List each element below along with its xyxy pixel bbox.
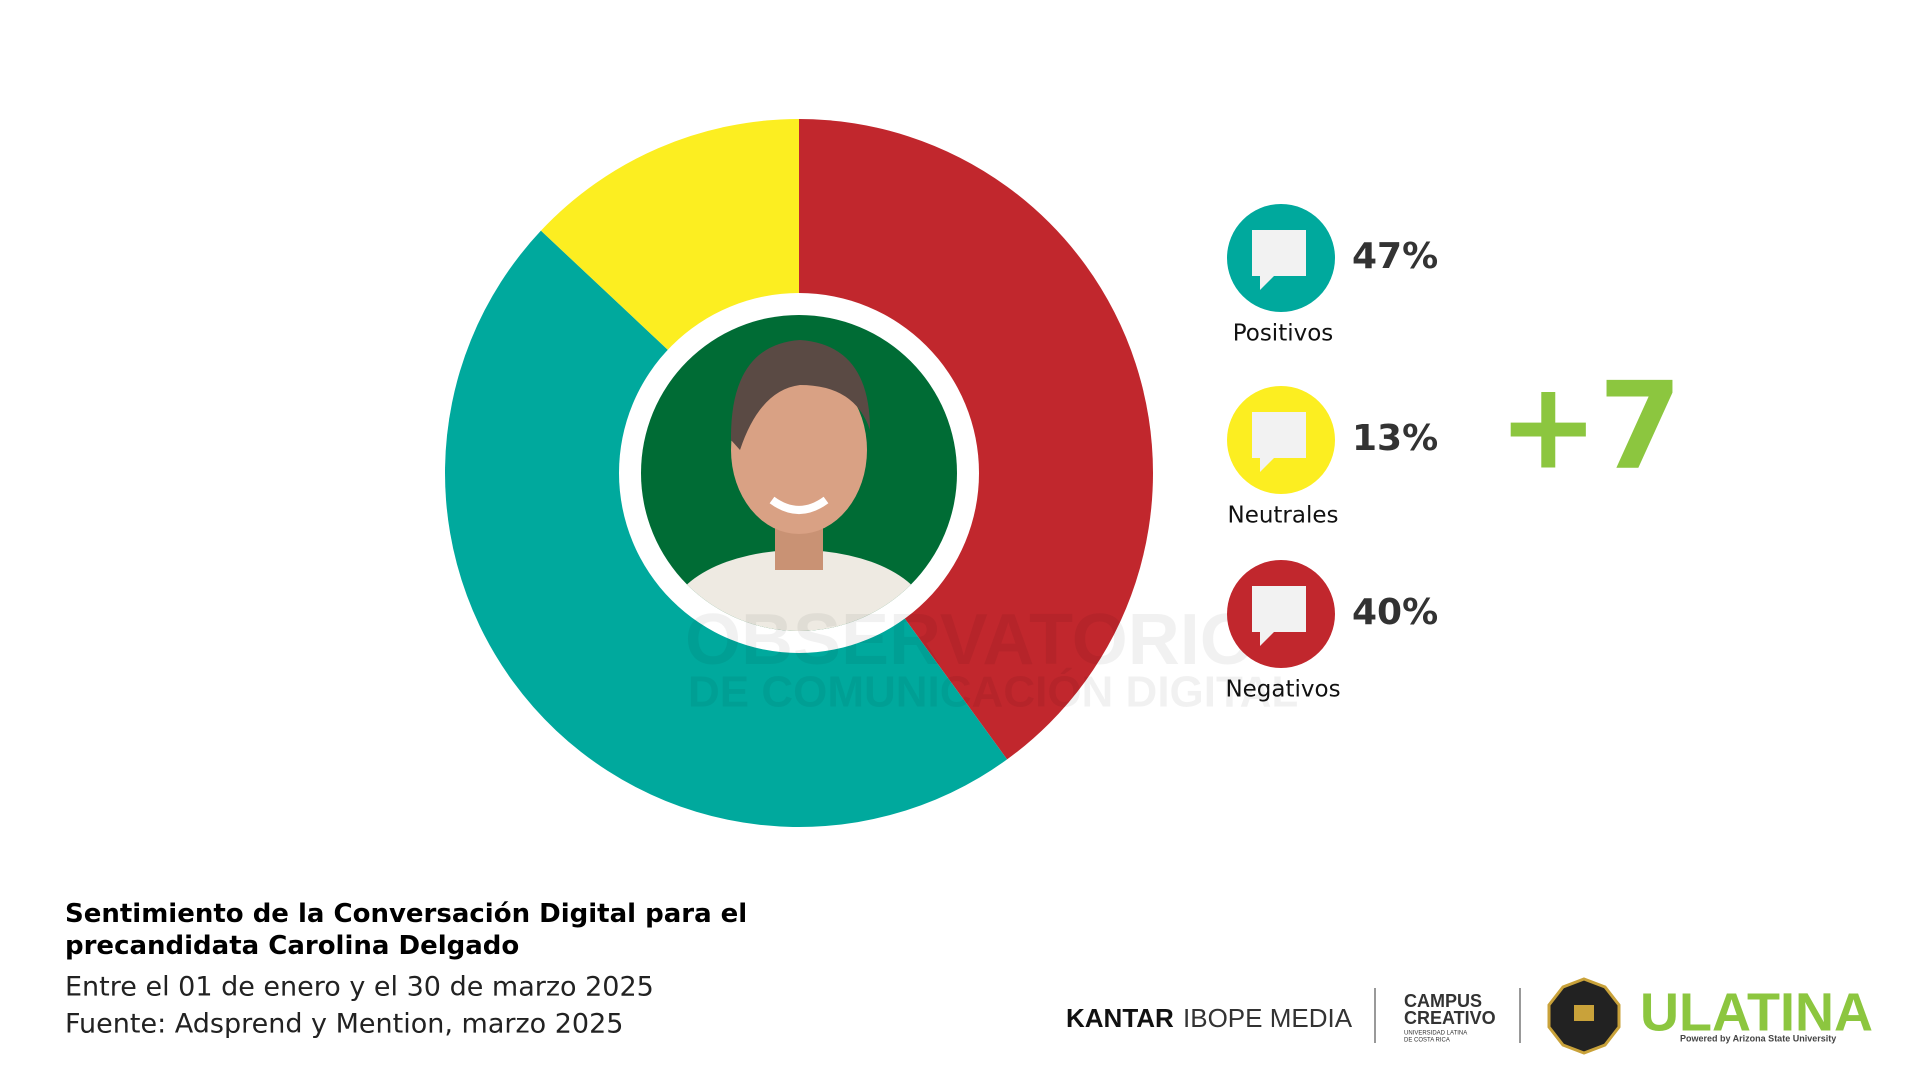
legend-label: Neutrales [1227, 503, 1338, 529]
legend-icon-bubble [1252, 412, 1306, 458]
legend-value: 13% [1352, 418, 1438, 459]
title: precandidata Carolina Delgado [65, 931, 519, 961]
badge [1574, 1005, 1594, 1021]
legend-icon-bubble [1260, 458, 1274, 472]
logo-text: CREATIVO [1404, 1008, 1496, 1028]
logo-text: KANTAR [1066, 1003, 1174, 1033]
donut-slice [799, 119, 1154, 760]
legend-icon-bubble [1260, 276, 1274, 290]
legend-label: Negativos [1225, 677, 1340, 703]
title: Sentimiento de la Conversación Digital p… [65, 899, 747, 929]
logos: KANTAR IBOPE MEDIA CAMPUS CREATIVO UNIVE… [1066, 977, 1873, 1055]
legend-label: Positivos [1233, 321, 1334, 347]
logo-text: IBOPE MEDIA [1183, 1003, 1353, 1033]
logo-text: CAMPUS [1404, 991, 1482, 1011]
legend-value: 47% [1352, 236, 1438, 277]
watermark-text: OBSERVATORIO [685, 600, 1256, 680]
legend-icon-bubble [1252, 230, 1306, 276]
logo-text: UNIVERSIDAD LATINA [1404, 1031, 1467, 1037]
portrait [641, 315, 957, 631]
logo-text: Powered by Arizona State University [1680, 1033, 1836, 1043]
legend: 47% Positivos 13% Neutrales 40% Negativos [1225, 204, 1438, 703]
chart-title: Sentimiento de la Conversación Digital p… [65, 899, 747, 961]
net-annotation: +7 [1498, 358, 1682, 497]
legend-icon-bubble [1260, 632, 1274, 646]
subtitle: Entre el 01 de enero y el 30 de marzo 20… [65, 972, 654, 1003]
subtitle: Fuente: Adsprend y Mention, marzo 2025 [65, 1009, 623, 1040]
logo-text: ULATINA [1640, 982, 1873, 1042]
legend-icon-bubble [1252, 586, 1306, 632]
legend-value: 40% [1352, 592, 1438, 633]
watermark-text: DE COMUNICACIÓN DIGITAL [688, 667, 1298, 717]
logo-text: DE COSTA RICA [1404, 1038, 1450, 1044]
watermark: OBSERVATORIO DE COMUNICACIÓN DIGITAL [685, 600, 1298, 717]
